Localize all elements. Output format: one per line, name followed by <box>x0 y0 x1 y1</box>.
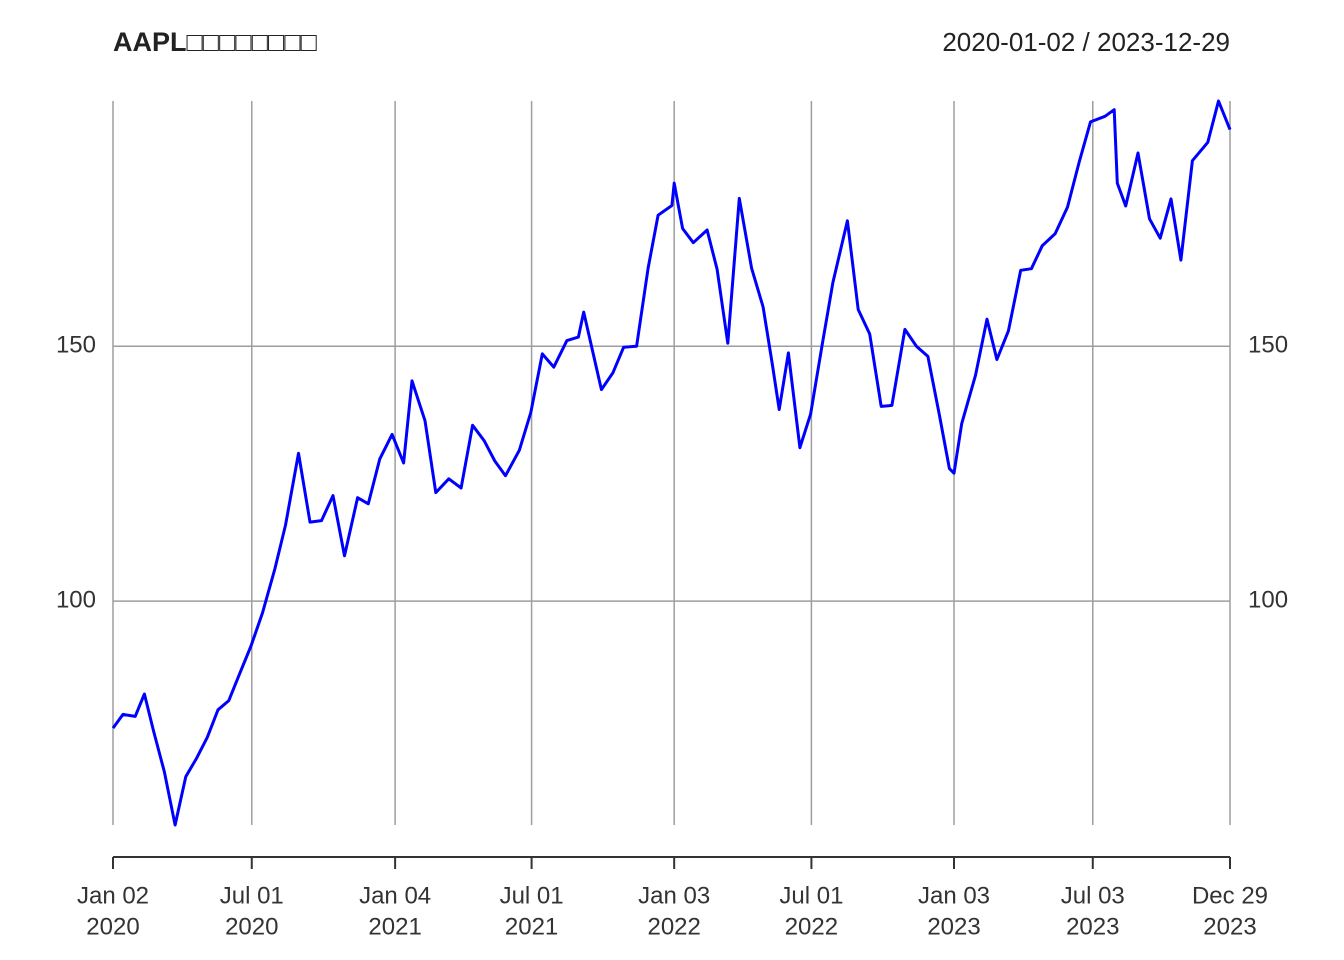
x-tick-label: 2022 <box>785 913 838 940</box>
x-tick-label: Jan 03 <box>918 882 990 909</box>
x-tick-label: Jul 01 <box>500 882 564 909</box>
x-tick-label: Jul 01 <box>779 882 843 909</box>
x-tick-label: Jul 01 <box>220 882 284 909</box>
x-tick-label: 2023 <box>1203 913 1256 940</box>
chart-title: AAPL□□□□□□□□ <box>113 27 318 57</box>
x-tick-label: 2021 <box>505 913 558 940</box>
x-tick-label: Jan 02 <box>77 882 149 909</box>
y-tick-label-right: 100 <box>1248 587 1288 614</box>
x-tick-label: 2021 <box>368 913 421 940</box>
chart-subtitle: 2020-01-02 / 2023-12-29 <box>942 27 1230 57</box>
y-tick-label-right: 150 <box>1248 332 1288 359</box>
x-tick-label: Jan 03 <box>638 882 710 909</box>
x-tick-label: Jul 03 <box>1061 882 1125 909</box>
x-tick-label: 2023 <box>927 913 980 940</box>
x-tick-label: 2022 <box>647 913 700 940</box>
price-line <box>111 99 1232 827</box>
y-tick-label: 100 <box>56 587 96 614</box>
x-tick-label: 2020 <box>86 913 139 940</box>
x-tick-label: Dec 29 <box>1192 882 1268 909</box>
x-tick-label: 2023 <box>1066 913 1119 940</box>
x-tick-label: 2020 <box>225 913 278 940</box>
x-tick-label: Jan 04 <box>359 882 431 909</box>
y-tick-label: 150 <box>56 332 96 359</box>
